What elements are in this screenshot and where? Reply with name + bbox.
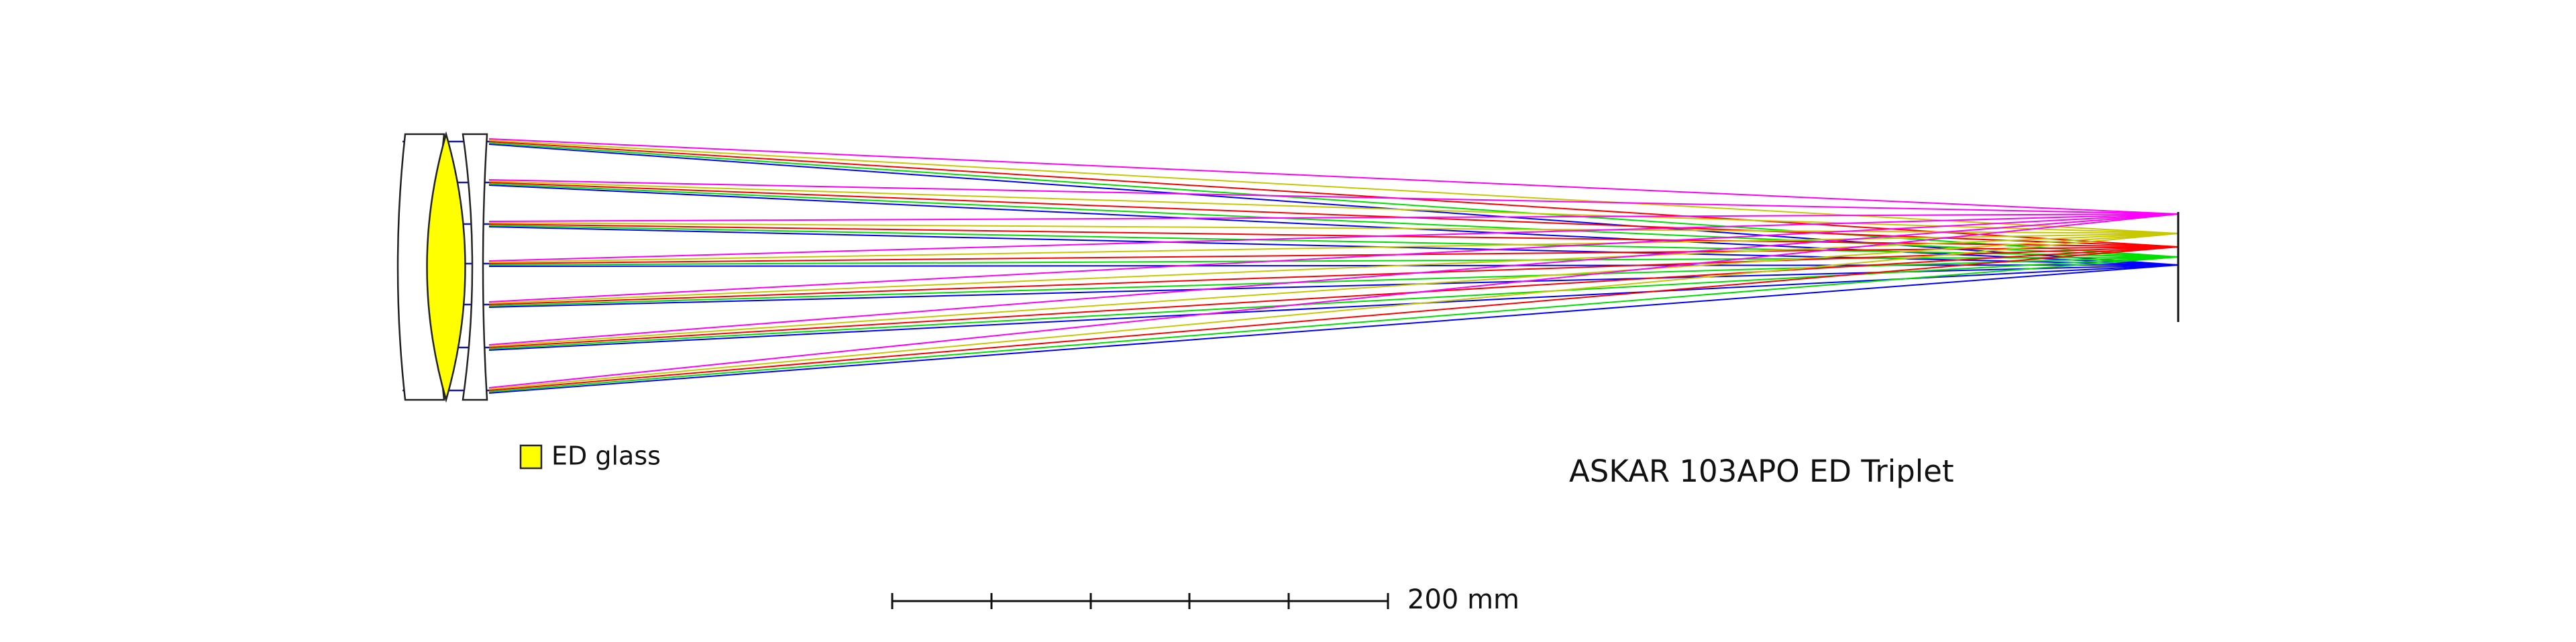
ray [488,213,2179,222]
ray [488,264,2179,394]
legend-label: ED glass [551,441,661,471]
ray [488,213,2179,345]
ray [488,213,2179,388]
legend-swatch [519,444,543,470]
ray [488,246,2179,305]
scale-bar [891,593,1389,609]
ray-traces [402,138,2179,394]
ray [488,222,2179,234]
lens-element-3 [462,133,488,401]
ray [488,233,2179,263]
ray [488,246,2179,264]
ray [488,256,2179,307]
ray [488,256,2179,350]
ray [488,233,2179,390]
ray [488,246,2179,348]
ed-lens-element [426,131,466,403]
ray [488,256,2179,392]
lens-group [396,131,488,403]
ray [488,233,2179,347]
ray [488,213,2179,262]
scale-label: 200 mm [1407,584,1519,615]
ray [488,179,2179,215]
ray [488,180,2179,234]
ray [488,233,2179,304]
diagram-title: ASKAR 103APO ED Triplet [1569,453,1954,489]
ray [488,138,2179,215]
ray [488,256,2179,266]
ray [488,246,2179,391]
ray [488,140,2179,234]
ray [488,213,2179,303]
